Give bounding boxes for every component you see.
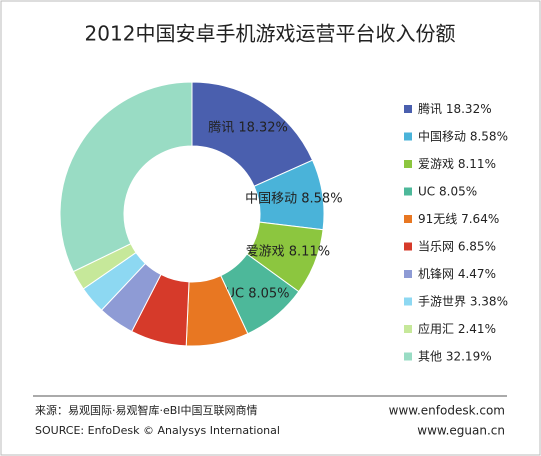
slice-label-value: 8.11% — [289, 244, 330, 259]
legend-label-name: UC — [418, 184, 435, 198]
legend-label-value: 8.58% — [470, 129, 508, 143]
slice-label: UC 8.05% — [225, 286, 289, 301]
legend-label: 爱游戏 8.11% — [418, 157, 496, 171]
legend-label-name: 应用汇 — [418, 321, 454, 336]
legend-swatch — [404, 187, 412, 196]
legend-label: 腾讯 18.32% — [418, 101, 492, 116]
legend-label-name: 中国移动 — [418, 128, 466, 143]
legend-swatch — [404, 270, 412, 278]
legend-swatch — [404, 105, 412, 113]
slice-label-value: 8.05% — [248, 286, 289, 301]
legend-label: 应用汇 2.41% — [418, 321, 496, 336]
source-en: SOURCE: EnfoDesk © Analysys Internationa… — [35, 424, 280, 437]
legend-label-value: 8.05% — [439, 184, 477, 198]
legend-label-name: 91无线 — [418, 212, 457, 226]
slice-label-name: 中国移动 — [245, 191, 297, 206]
slice-label: 中国移动 8.58% — [245, 191, 342, 206]
legend-label-name: 腾讯 — [418, 101, 442, 116]
legend-label: 91无线 7.64% — [418, 212, 499, 226]
slice-label-value: 18.32% — [238, 120, 288, 135]
legend-label-name: 当乐网 — [418, 239, 454, 253]
legend-swatch — [404, 242, 412, 251]
legend-label: 机锋网 4.47% — [418, 267, 496, 281]
legend-label-name: 手游世界 — [418, 294, 466, 308]
legend-label: 其他 32.19% — [418, 349, 492, 363]
legend-label-name: 其他 — [418, 349, 442, 363]
legend-label-value: 8.11% — [458, 157, 496, 171]
legend-label-name: 机锋网 — [418, 267, 454, 281]
slice-label: 腾讯 18.32% — [208, 119, 288, 135]
legend-label-value: 7.64% — [461, 212, 499, 226]
legend-label: 中国移动 8.58% — [418, 128, 508, 143]
donut-slice — [59, 81, 193, 273]
legend-label: 手游世界 3.38% — [418, 294, 508, 308]
legend-label-value: 4.47% — [458, 267, 496, 281]
slice-label-name: 爱游戏 — [246, 244, 285, 259]
legend-label-value: 18.32% — [446, 102, 492, 116]
legend-label-value: 32.19% — [446, 349, 492, 363]
site: www.eguan.cn — [417, 424, 505, 438]
legend-label: UC 8.05% — [418, 184, 477, 198]
legend-swatch — [404, 352, 412, 361]
source-cn: 来源：易观国际·易观智库·eBI中国互联网商情 — [35, 403, 258, 417]
legend-label-value: 6.85% — [458, 239, 496, 253]
legend-swatch — [404, 297, 412, 306]
legend-swatch — [404, 160, 412, 168]
slice-label: 爱游戏 8.11% — [246, 244, 330, 259]
site: www.enfodesk.com — [389, 404, 505, 418]
slice-label-name: 腾讯 — [208, 119, 234, 135]
chart-title: 2012中国安卓手机游戏运营平台收入份额 — [85, 22, 456, 46]
legend-label-value: 2.41% — [458, 322, 496, 336]
legend-swatch — [404, 132, 412, 141]
legend-label: 当乐网 6.85% — [418, 239, 496, 253]
legend-swatch — [404, 325, 412, 333]
slice-label-value: 8.58% — [301, 191, 342, 206]
legend-label-value: 3.38% — [470, 294, 508, 308]
legend-label-name: 爱游戏 — [418, 157, 454, 171]
legend-swatch — [404, 215, 412, 223]
